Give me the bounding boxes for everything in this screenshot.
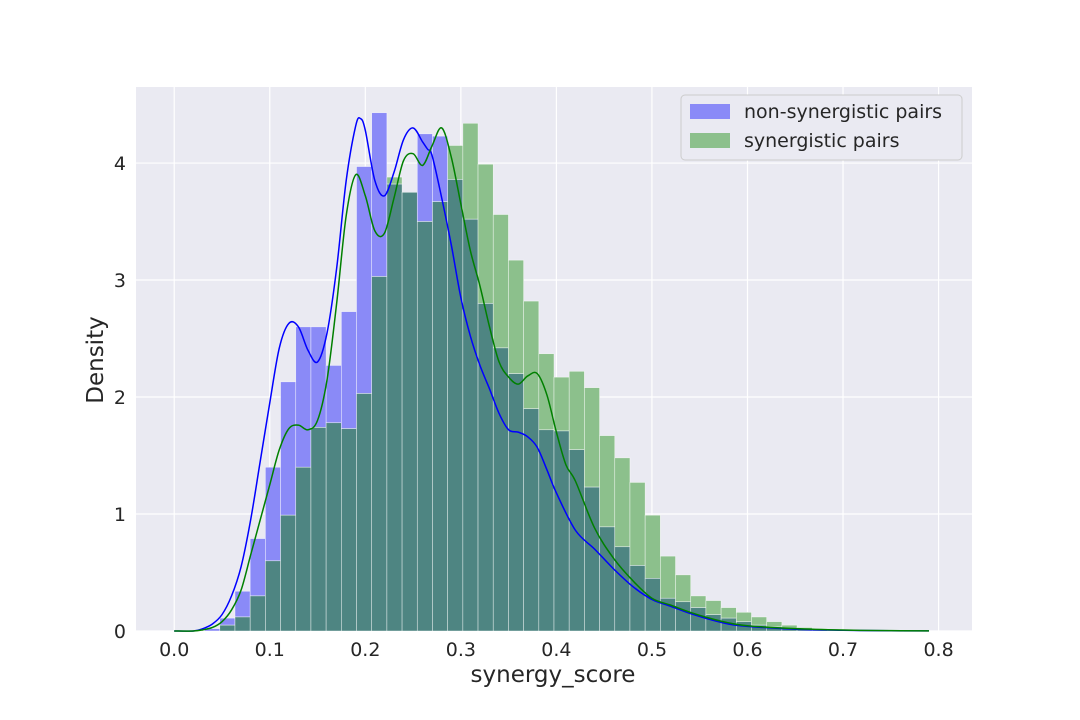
bar-overlap [249,595,266,632]
bar-synergistic [523,300,540,410]
bar-overlap [553,430,570,632]
bar-synergistic [751,616,767,626]
bar-synergistic [599,435,616,528]
bar-synergistic [477,163,494,304]
bar-overlap [401,191,418,632]
bar-synergistic [660,555,676,599]
y-tick-label: 4 [114,153,126,175]
bar-overlap [325,422,342,632]
bar-synergistic [553,376,570,432]
bar-non-synergistic [295,326,312,468]
bar-synergistic [492,214,509,349]
bar-non-synergistic [416,133,433,222]
bar-overlap [523,408,540,632]
bar-overlap [295,466,312,632]
y-tick-label: 1 [114,504,126,526]
x-axis-label: synergy_score [471,662,636,688]
bar-overlap [310,427,327,632]
bar-overlap [356,393,373,632]
bar-non-synergistic [341,311,357,429]
bar-non-synergistic [280,381,297,516]
x-tick-label: 0.6 [732,639,762,661]
bar-non-synergistic [265,466,281,562]
x-tick-label: 0.4 [541,639,571,661]
bar-overlap [599,526,616,632]
bar-synergistic [462,122,479,220]
x-tick-label: 0.5 [637,639,667,661]
legend-swatch-non-synergistic [690,104,730,119]
bar-non-synergistic [356,166,373,394]
bar-synergistic [766,621,783,628]
x-tick-label: 0.3 [446,639,476,661]
bar-overlap [462,218,479,632]
bar-synergistic [508,259,524,374]
bar-synergistic [690,595,707,608]
bar-overlap [219,624,236,632]
x-tick-label: 0.0 [159,639,189,661]
y-tick-labels: 0 1 2 3 4 [114,153,126,643]
bar-overlap [265,560,281,632]
bar-overlap [432,201,448,632]
legend-label-synergistic: synergistic pairs [744,130,900,152]
y-tick-label: 3 [114,270,126,292]
bar-overlap [568,449,585,632]
bar-overlap [492,347,509,632]
bar-synergistic [644,514,661,579]
bar-overlap [508,373,524,632]
kde-curves [174,116,930,632]
x-tick-labels: 0.0 0.1 0.2 0.3 0.4 0.5 0.6 0.7 0.8 [159,639,954,661]
bar-non-synergistic [234,590,251,618]
y-tick-label: 0 [114,621,126,643]
bar-overlap [690,607,707,632]
bar-non-synergistic [371,112,388,277]
bar-overlap [447,179,464,632]
bar-overlap [371,276,388,632]
legend-swatch-synergistic [690,133,730,148]
bar-synergistic [584,387,600,488]
y-tick-label: 2 [114,387,126,409]
bar-synergistic [675,574,692,603]
x-tick-label: 0.2 [350,639,380,661]
bar-overlap [629,565,646,632]
bar-overlap [614,546,631,632]
bar-synergistic [720,607,737,619]
legend-box [680,94,963,161]
x-tick-label: 0.1 [255,639,285,661]
bar-overlap [234,616,251,632]
bar-synergistic [568,370,585,450]
bar-synergistic [705,600,722,615]
bar-overlap [341,428,357,632]
x-tick-label: 0.8 [923,639,953,661]
bar-overlap [675,601,692,632]
bar-synergistic [614,457,631,548]
bar-overlap [280,514,297,632]
y-axis-label: Density [83,316,109,403]
legend: non-synergistic pairs synergistic pairs [680,94,963,161]
bar-synergistic [629,482,646,566]
bar-synergistic [386,176,403,185]
kde-line-synergistic [174,127,930,632]
x-tick-label: 0.7 [828,639,858,661]
bar-non-synergistic [310,326,327,428]
bar-overlap [386,183,403,632]
bar-overlap [477,303,494,632]
bar-synergistic [735,611,752,622]
bar-overlap [416,221,433,632]
bar-overlap [538,429,555,632]
kde-line-non-synergistic [174,116,930,632]
legend-label-non-synergistic: non-synergistic pairs [744,101,942,123]
bar-overlap [644,578,661,632]
